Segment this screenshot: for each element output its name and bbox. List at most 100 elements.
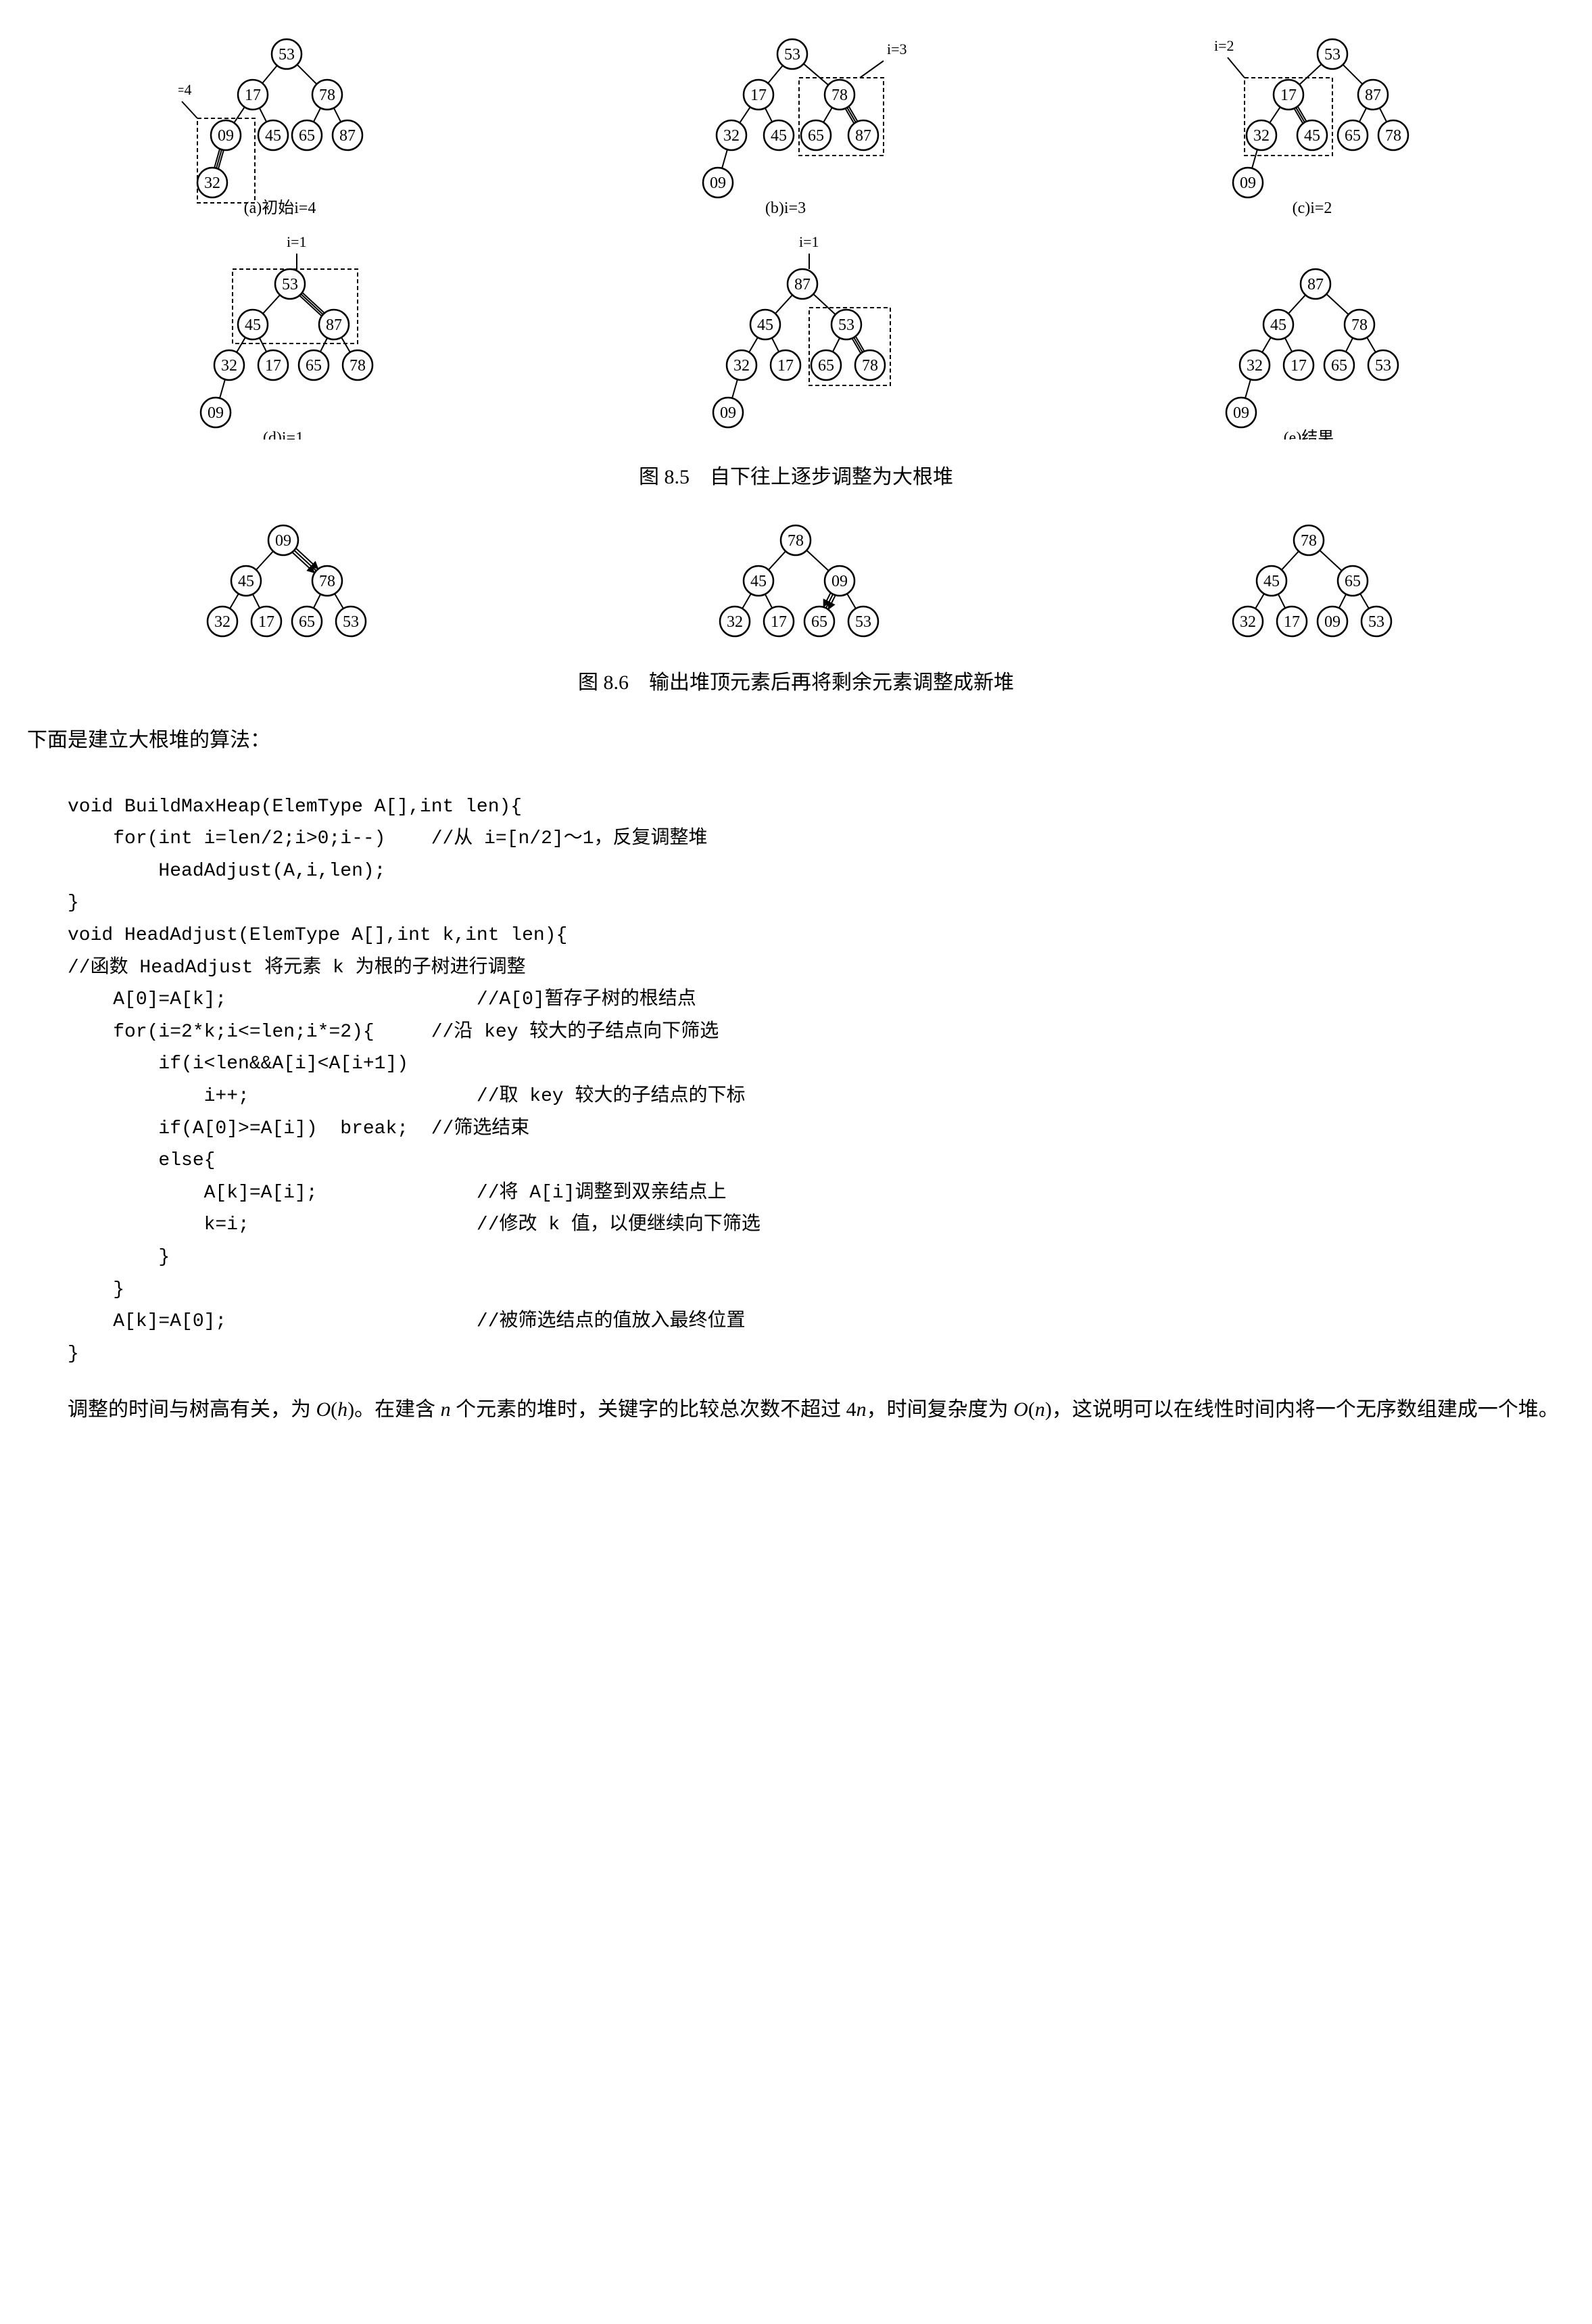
svg-text:53: 53: [855, 613, 871, 631]
svg-text:i=2: i=2: [1214, 37, 1234, 54]
svg-text:65: 65: [808, 127, 824, 145]
svg-text:87: 87: [339, 127, 356, 145]
tree-b: 53 17 78 32 45 65 87 09 i=3 (b)i=3: [684, 27, 907, 223]
svg-text:i=3: i=3: [887, 41, 907, 57]
svg-text:78: 78: [831, 87, 848, 104]
svg-text:45: 45: [1263, 573, 1280, 590]
svg-text:87: 87: [855, 127, 871, 145]
svg-text:87: 87: [1365, 87, 1381, 104]
code-block: void BuildMaxHeap(ElemType A[],int len){…: [68, 759, 1565, 1370]
svg-text:65: 65: [1345, 573, 1361, 590]
svg-text:65: 65: [818, 357, 834, 375]
fig85-row1: 5317780945658732i=4(a)初始i=4 531778324565…: [27, 27, 1565, 223]
svg-text:45: 45: [1270, 316, 1286, 334]
code-line: else{: [68, 1150, 215, 1171]
svg-text:09: 09: [1233, 404, 1249, 422]
code-line: void HeadAdjust(ElemType A[],int k,int l…: [68, 925, 567, 946]
svg-text:45: 45: [238, 573, 254, 590]
svg-text:32: 32: [1253, 127, 1270, 145]
svg-text:53: 53: [1324, 46, 1341, 64]
svg-text:32: 32: [1240, 613, 1256, 631]
svg-text:53: 53: [838, 316, 854, 334]
svg-text:09: 09: [831, 573, 848, 590]
svg-text:i=1: i=1: [287, 237, 307, 250]
svg-text:17: 17: [771, 613, 787, 631]
svg-text:09: 09: [710, 174, 726, 192]
code-line: //函数 HeadAdjust 将元素 k 为根的子树进行调整: [68, 957, 526, 978]
svg-text:65: 65: [1345, 127, 1361, 145]
fig86-row: 09 45 78 32 17 65 53 78 45 09 32 17 65 53 78 45 65 32 17…: [27, 510, 1565, 645]
svg-text:17: 17: [777, 357, 794, 375]
svg-text:17: 17: [1291, 357, 1307, 375]
svg-text:09: 09: [1324, 613, 1341, 631]
code-line: for(int i=len/2;i>0;i--) //从 i=[n/2]～1，反…: [68, 828, 708, 849]
svg-text:17: 17: [258, 613, 274, 631]
svg-text:17: 17: [265, 357, 281, 375]
svg-text:53: 53: [279, 46, 295, 64]
svg-text:53: 53: [784, 46, 800, 64]
tree-d: 5345873217657809i=1(d)i=1: [182, 237, 385, 440]
tree-86-1: 78 45 09 32 17 65 53: [701, 510, 890, 645]
svg-text:17: 17: [750, 87, 767, 104]
svg-text:(b)i=3: (b)i=3: [765, 199, 806, 217]
svg-text:53: 53: [1375, 357, 1391, 375]
code-line: A[0]=A[k]; //A[0]暂存子树的根结点: [68, 989, 696, 1010]
fig86-caption: 图 8.6 输出堆顶元素后再将剩余元素调整成新堆: [27, 665, 1565, 695]
svg-text:09: 09: [275, 532, 291, 550]
svg-text:87: 87: [1307, 276, 1324, 293]
code-line: void BuildMaxHeap(ElemType A[],int len){: [68, 797, 522, 817]
svg-text:65: 65: [299, 613, 315, 631]
tree-86-0: 09 45 78 32 17 65 53: [189, 510, 378, 645]
code-line: A[k]=A[0]; //被筛选结点的值放入最终位置: [68, 1311, 746, 1332]
svg-text:78: 78: [319, 87, 335, 104]
svg-text:32: 32: [1247, 357, 1263, 375]
svg-text:32: 32: [214, 613, 231, 631]
svg-text:78: 78: [1385, 127, 1401, 145]
svg-text:87: 87: [326, 316, 342, 334]
code-line: k=i; //修改 k 值，以便继续向下筛选: [68, 1214, 761, 1235]
svg-text:17: 17: [1284, 613, 1300, 631]
tree-e1: 8745533217657809i=1: [694, 237, 897, 440]
svg-text:78: 78: [1301, 532, 1317, 550]
svg-text:78: 78: [788, 532, 804, 550]
svg-text:(c)i=2: (c)i=2: [1292, 199, 1332, 217]
svg-text:i=1: i=1: [799, 237, 819, 250]
svg-text:32: 32: [723, 127, 740, 145]
tree-a: 5317780945658732i=4(a)初始i=4: [178, 27, 381, 223]
svg-text:45: 45: [771, 127, 787, 145]
svg-text:65: 65: [299, 127, 315, 145]
code-line: }: [68, 1279, 124, 1300]
code-line: for(i=2*k;i<=len;i*=2){ //沿 key 较大的子结点向下…: [68, 1022, 719, 1043]
svg-text:65: 65: [811, 613, 827, 631]
svg-text:45: 45: [1304, 127, 1320, 145]
code-line: A[k]=A[i]; //将 A[i]调整到双亲结点上: [68, 1183, 727, 1204]
svg-text:(e)结果: (e)结果: [1283, 429, 1334, 440]
tree-86-2: 78 45 65 32 17 09 53: [1214, 510, 1403, 645]
svg-text:09: 09: [218, 127, 234, 145]
code-line: HeadAdjust(A,i,len);: [68, 861, 385, 882]
svg-text:65: 65: [1331, 357, 1347, 375]
closing-para: 调整的时间与树高有关，为 O(h)。在建含 n 个元素的堆时，关键字的比较总次数…: [27, 1390, 1565, 1429]
intro-text: 下面是建立大根堆的算法：: [27, 722, 1565, 759]
svg-text:17: 17: [1280, 87, 1297, 104]
svg-text:09: 09: [720, 404, 736, 422]
code-line: i++; //取 key 较大的子结点的下标: [68, 1086, 746, 1107]
svg-text:32: 32: [204, 174, 220, 192]
svg-text:78: 78: [1351, 316, 1368, 334]
svg-text:78: 78: [349, 357, 366, 375]
svg-text:78: 78: [319, 573, 335, 590]
svg-text:45: 45: [265, 127, 281, 145]
svg-text:(d)i=1: (d)i=1: [263, 429, 304, 440]
svg-text:87: 87: [794, 276, 811, 293]
svg-text:65: 65: [306, 357, 322, 375]
svg-text:53: 53: [282, 276, 298, 293]
fig85-caption: 图 8.5 自下往上逐步调整为大根堆: [27, 460, 1565, 490]
code-line: if(i<len&&A[i]<A[i+1]): [68, 1053, 408, 1074]
svg-text:53: 53: [1368, 613, 1384, 631]
svg-text:53: 53: [343, 613, 359, 631]
svg-text:45: 45: [750, 573, 767, 590]
svg-text:32: 32: [727, 613, 743, 631]
svg-text:09: 09: [208, 404, 224, 422]
svg-text:(a)初始i=4: (a)初始i=4: [244, 199, 316, 217]
code-line: if(A[0]>=A[i]) break; //筛选结束: [68, 1118, 529, 1139]
